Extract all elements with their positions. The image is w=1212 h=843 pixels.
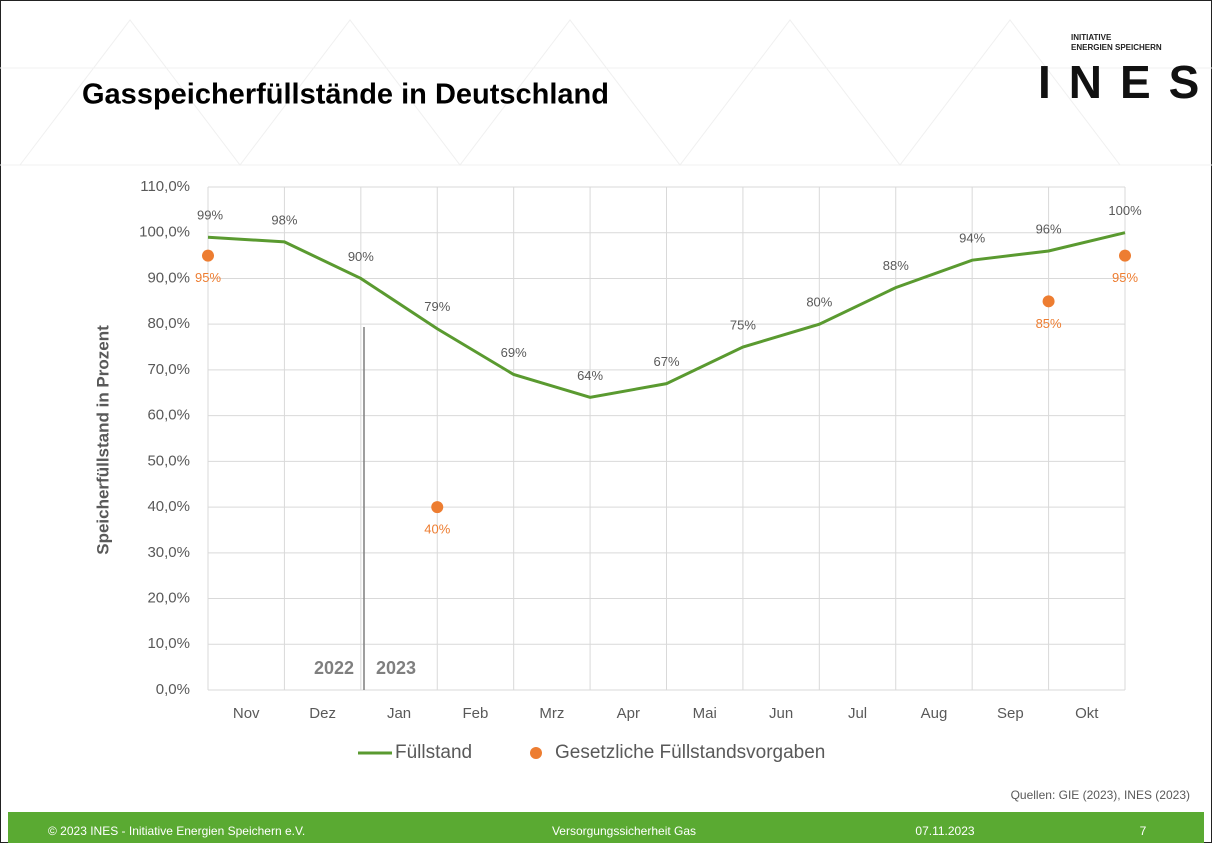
- data-label: 95%: [1112, 270, 1138, 285]
- x-tick-label: Feb: [463, 705, 489, 722]
- footer-text: Versorgungssicherheit Gas: [552, 824, 696, 838]
- data-label: 88%: [883, 258, 909, 273]
- data-point: [1042, 295, 1055, 308]
- data-point: [1119, 249, 1131, 262]
- x-tick-label: Nov: [233, 705, 260, 722]
- y-tick-label: 90,0%: [147, 269, 190, 286]
- x-tick-label: Apr: [617, 705, 640, 722]
- y-tick-label: 110,0%: [140, 178, 190, 195]
- data-line: [207, 231, 1126, 399]
- data-label: 64%: [577, 368, 603, 383]
- background-pattern: [0, 19, 1212, 166]
- logo-name: INES: [1038, 56, 1212, 108]
- x-tick-label: Sep: [997, 705, 1024, 722]
- x-tick-label: Jul: [848, 705, 867, 722]
- y-tick-label: 10,0%: [147, 635, 190, 652]
- data-label: 80%: [806, 295, 832, 310]
- data-label: 94%: [959, 231, 985, 246]
- data-label: 95%: [195, 270, 221, 285]
- data-label: 75%: [730, 317, 756, 332]
- y-tick-label: 50,0%: [147, 452, 190, 469]
- data-label: 98%: [271, 212, 297, 227]
- logo-line: INITIATIVE: [1071, 33, 1112, 42]
- legend-label: Gesetzliche Füllstandsvorgaben: [555, 742, 825, 763]
- chart-title: Gasspeicherfüllstände in Deutschland: [82, 79, 609, 111]
- annotation: 2023: [376, 658, 416, 678]
- logo-line: ENERGIEN SPEICHERN: [1071, 43, 1162, 52]
- y-tick-label: 0,0%: [156, 681, 190, 698]
- x-tick-label: Dez: [309, 705, 336, 722]
- x-tick-label: Okt: [1075, 705, 1099, 722]
- y-axis-label: Speicherfüllstand in Prozent: [93, 325, 112, 555]
- legend-label: Füllstand: [395, 742, 472, 763]
- legend-dot: [530, 747, 542, 759]
- x-tick-label: Jun: [769, 705, 793, 722]
- x-tick-label: Jan: [387, 705, 411, 722]
- footer-bar: [8, 812, 1204, 843]
- data-point: [431, 501, 444, 514]
- data-label: 69%: [501, 345, 527, 360]
- source: Quellen: GIE (2023), INES (2023): [1011, 788, 1190, 802]
- y-tick-label: 100,0%: [139, 224, 190, 241]
- data-point: [202, 249, 214, 262]
- y-tick-label: 80,0%: [147, 315, 190, 332]
- data-label: 96%: [1036, 221, 1062, 236]
- footer-text: 7: [1140, 824, 1147, 838]
- data-label: 40%: [424, 522, 450, 537]
- x-tick-label: Aug: [921, 705, 948, 722]
- x-tick-label: Mai: [693, 705, 717, 722]
- data-label: 85%: [1036, 316, 1062, 331]
- data-label: 99%: [197, 208, 223, 223]
- y-tick-label: 30,0%: [147, 544, 190, 561]
- annotation: 2022: [314, 658, 354, 678]
- y-tick-label: 20,0%: [147, 590, 190, 607]
- y-tick-label: 60,0%: [147, 407, 190, 424]
- footer-text: 07.11.2023: [915, 824, 974, 838]
- footer-text: © 2023 INES - Initiative Energien Speich…: [48, 824, 305, 838]
- y-tick-label: 70,0%: [147, 361, 190, 378]
- data-label: 100%: [1108, 203, 1142, 218]
- x-tick-label: Mrz: [539, 705, 564, 722]
- y-tick-label: 40,0%: [147, 498, 190, 515]
- data-label: 67%: [653, 354, 679, 369]
- data-label: 79%: [424, 299, 450, 314]
- data-label: 90%: [348, 249, 374, 264]
